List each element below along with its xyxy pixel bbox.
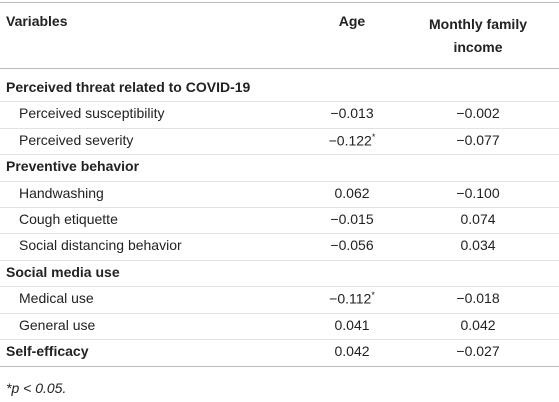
cell: −0.027 — [456, 343, 500, 359]
row-label: Perceived severity — [19, 131, 134, 148]
row-rule — [0, 180, 559, 182]
row-rule — [0, 233, 559, 235]
section-label: Social media use — [6, 263, 120, 280]
row-rule — [0, 154, 559, 156]
footnote: *p < 0.05. — [6, 380, 67, 396]
bottom-rule — [0, 366, 559, 367]
row-rule — [0, 339, 559, 340]
cell: 0.074 — [460, 211, 496, 227]
cell-note: * — [371, 131, 376, 142]
section-label: Self-efficacy — [6, 343, 89, 359]
row-label: Social distancing behavior — [19, 237, 182, 254]
cell: −0.015 — [330, 211, 374, 227]
row-rule — [0, 127, 559, 129]
cell: 0.034 — [460, 237, 496, 254]
cell: −0.056 — [330, 237, 374, 254]
header-cell: Age — [338, 13, 366, 29]
cell: −0.100 — [456, 184, 500, 201]
header-cell: Variables — [6, 13, 68, 29]
header-cell: Monthly family income — [428, 16, 527, 55]
cell: −0.077 — [456, 131, 500, 148]
cell: −0.018 — [456, 290, 500, 307]
cell-note: * — [371, 290, 375, 301]
cell: −0.122* — [329, 132, 376, 149]
row-label: Cough etiquette — [19, 211, 118, 227]
row-label: Medical use — [19, 290, 94, 307]
row-label: Handwashing — [19, 184, 104, 201]
section-label: Preventive behavior — [6, 158, 140, 175]
cell: 0.062 — [334, 184, 370, 201]
cell: 0.041 — [334, 316, 370, 333]
cell: 0.042 — [460, 316, 496, 333]
row-rule — [0, 259, 559, 261]
row-rule — [0, 207, 559, 208]
row-rule — [0, 312, 559, 314]
cell: −0.002 — [456, 105, 500, 122]
cell-value: −0.122 — [328, 132, 372, 149]
row-rule — [0, 286, 559, 288]
section-label: Perceived threat related to COVID-19 — [6, 79, 251, 95]
row-label: Perceived susceptibility — [19, 105, 165, 122]
row-rule — [0, 101, 559, 103]
header-rule — [0, 68, 559, 69]
cell: 0.042 — [334, 343, 370, 359]
cell: −0.112* — [329, 290, 375, 307]
top-rule — [0, 2, 559, 3]
row-label: General use — [19, 316, 96, 333]
cell: −0.013 — [330, 105, 374, 122]
cell-value: −0.112 — [329, 290, 372, 307]
